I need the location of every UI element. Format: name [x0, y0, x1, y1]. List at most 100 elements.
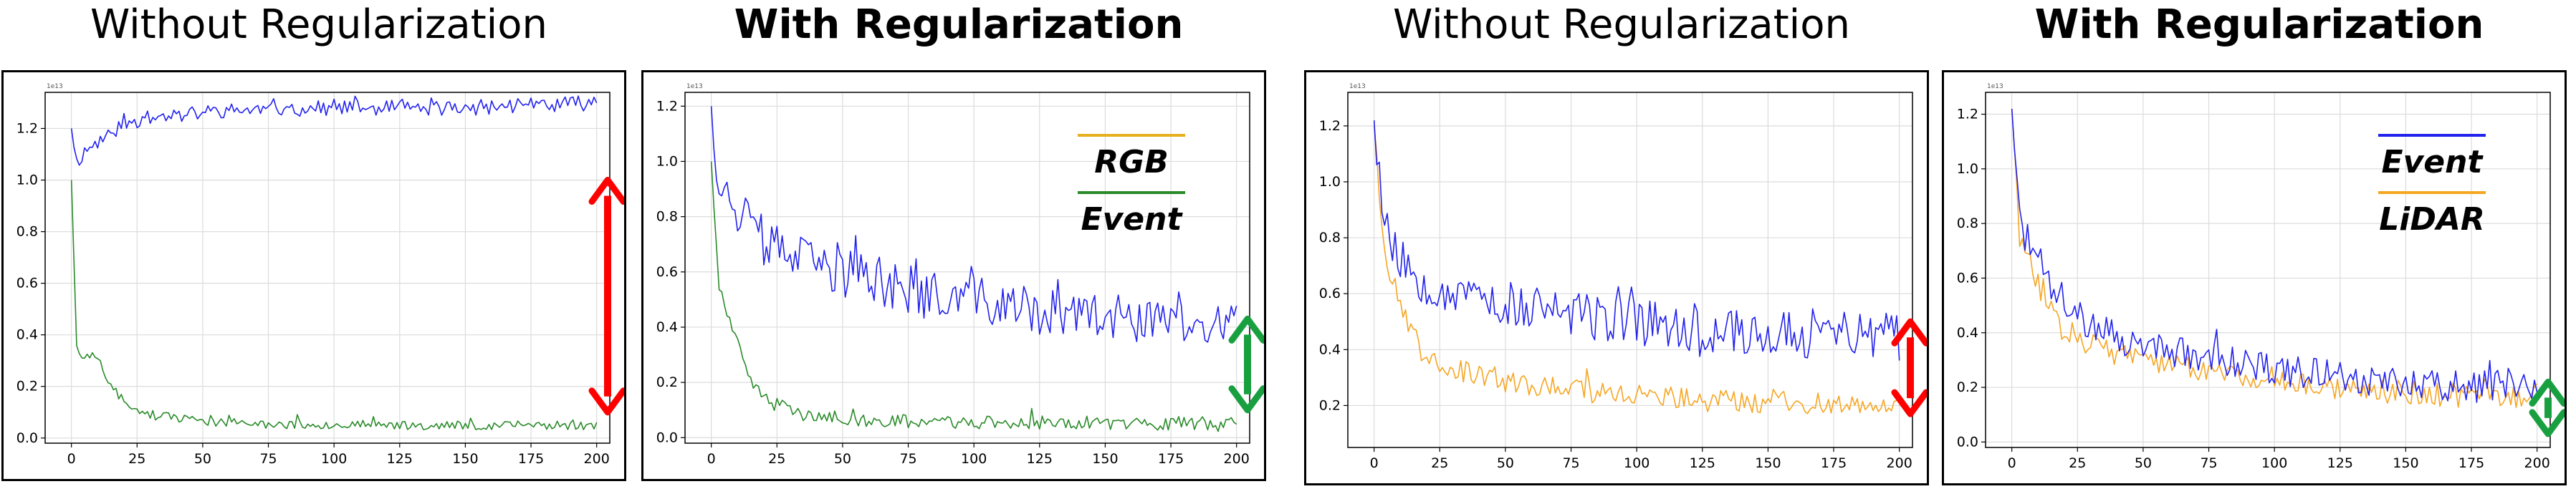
chart-frame: 1e13 0 25 50 75 100 125 150 175 200 0.0 0.2 0.4 0.6 0.…	[1942, 70, 2567, 485]
panel-title: With Regularization	[2034, 1, 2484, 48]
x-tick-label: 100	[321, 451, 347, 467]
x-tick-label: 50	[2135, 455, 2152, 471]
x-tick-label: 125	[2327, 455, 2353, 471]
y-tick-label: 0.8	[1957, 215, 1978, 231]
y-tick-label: 1.2	[1319, 118, 1341, 134]
x-tick-label: 125	[1027, 451, 1053, 467]
panel-title: Without Regularization	[1393, 1, 1850, 48]
series-line	[70, 180, 598, 430]
x-tick-label: 25	[1431, 455, 1448, 471]
y-tick-label: 0.2	[656, 374, 678, 390]
y-tick-label: 0.4	[16, 327, 38, 343]
y-tick-label: 0.2	[16, 379, 38, 394]
arrow-head-up-icon	[588, 177, 624, 205]
x-tick-label: 50	[834, 451, 851, 467]
x-tick-label: 25	[768, 451, 785, 467]
x-tick-label: 100	[2261, 455, 2287, 471]
series-line	[1373, 120, 1900, 361]
x-tick-label: 25	[128, 451, 145, 467]
axis-scale-label: 1e13	[47, 83, 63, 90]
x-tick-label: 50	[194, 451, 211, 467]
x-tick-label: 200	[2524, 455, 2550, 471]
x-tick-label: 200	[1224, 451, 1250, 467]
x-tick-label: 100	[1624, 455, 1649, 471]
y-tick-label: 0.0	[1957, 434, 1978, 450]
panel-title: With Regularization	[734, 1, 1184, 48]
chart-frame: 1e13 0 25 50 75 100 125 150 175 200 0.2 0.4 0.6 0.8 1.…	[1304, 70, 1929, 485]
y-tick-label: 1.0	[1957, 161, 1978, 177]
panel-2: With Regularization 1e13 0 25 50 75 100 125 150…	[640, 0, 1278, 494]
arrow-head-up-icon	[1891, 318, 1927, 347]
line-chart: 1e13 0 25 50 75 100 125 150 175 200 0.0 0.2 0.4 0.6 0.…	[16, 83, 624, 467]
y-tick-label: 0.8	[656, 209, 678, 225]
x-tick-label: 175	[518, 451, 544, 467]
y-tick-label: 0.4	[1319, 342, 1341, 357]
y-tick-label: 0.4	[656, 319, 678, 335]
y-tick-label: 1.0	[1319, 174, 1341, 190]
x-tick-label: 0	[707, 451, 716, 467]
x-tick-label: 75	[899, 451, 916, 467]
x-tick-label: 125	[387, 451, 413, 467]
legend-label: Event	[1081, 201, 1184, 238]
chart-frame: 1e13 0 25 50 75 100 125 150 175 200 0.0 0.2 0.4 0.6 0.…	[1, 70, 626, 481]
y-tick-label: 1.0	[16, 173, 38, 188]
y-tick-label: 0.6	[16, 276, 38, 291]
legend-label: LiDAR	[2379, 201, 2485, 238]
y-tick-label: 1.0	[656, 153, 678, 169]
y-tick-label: 1.2	[16, 120, 38, 136]
y-tick-label: 0.6	[1957, 270, 1978, 286]
x-tick-label: 100	[961, 451, 987, 467]
series-line	[2011, 108, 2538, 408]
line-chart: 1e13 0 25 50 75 100 125 150 175 200 0.0 0.2 0.4 0.6 0.…	[656, 83, 1264, 467]
x-tick-label: 175	[1821, 455, 1847, 471]
arrow-head-down-icon	[2529, 409, 2565, 437]
chart-frame: 1e13 0 25 50 75 100 125 150 175 200 0.0 0.2 0.4 0.6 0.…	[641, 70, 1266, 481]
plot-area	[44, 92, 611, 444]
legend-label: Event	[2382, 144, 2484, 180]
y-tick-label: 0.6	[656, 264, 678, 280]
axis-scale-label: 1e13	[686, 83, 703, 90]
x-tick-label: 200	[584, 451, 610, 467]
x-tick-label: 125	[1690, 455, 1715, 471]
x-tick-label: 175	[2458, 455, 2484, 471]
x-tick-label: 0	[1370, 455, 1379, 471]
panel-title: Without Regularization	[90, 1, 547, 48]
series-line	[710, 106, 1237, 343]
axis-scale-label: 1e13	[1987, 83, 2003, 90]
y-tick-label: 1.2	[1957, 107, 1978, 122]
panel-1: Without Regularization 1e13 0 25 50 75 100 125…	[0, 0, 638, 494]
y-tick-label: 0.0	[656, 430, 678, 445]
series-line	[710, 161, 1237, 432]
x-tick-label: 25	[2069, 455, 2086, 471]
arrow-head-down-icon	[588, 387, 624, 416]
arrow-head-up-icon	[2529, 378, 2565, 407]
y-tick-label: 0.0	[16, 430, 38, 446]
arrow-head-up-icon	[1228, 315, 1264, 344]
line-chart: 1e13 0 25 50 75 100 125 150 175 200 0.0 0.2 0.4 0.6 0.…	[1957, 83, 2565, 471]
line-chart: 1e13 0 25 50 75 100 125 150 175 200 0.2 0.4 0.6 0.8 1.…	[1319, 83, 1927, 471]
y-tick-label: 1.2	[656, 98, 678, 114]
y-tick-label: 0.4	[1957, 325, 1978, 341]
y-tick-label: 0.8	[16, 224, 38, 240]
panel-3: Without Regularization 1e13 0 25 50 75 100 125…	[1303, 0, 1940, 494]
x-tick-label: 175	[1158, 451, 1184, 467]
x-tick-label: 75	[1562, 455, 1579, 471]
x-tick-label: 150	[1092, 451, 1118, 467]
series-line	[2011, 108, 2538, 403]
y-tick-label: 0.8	[1319, 230, 1341, 246]
series-line	[1373, 125, 1900, 415]
x-tick-label: 50	[1497, 455, 1514, 471]
x-tick-label: 75	[2200, 455, 2217, 471]
y-tick-label: 0.2	[1319, 397, 1341, 413]
plot-area	[684, 92, 1250, 444]
y-tick-label: 0.2	[1957, 379, 1978, 395]
arrow-head-down-icon	[1891, 389, 1927, 417]
x-tick-label: 200	[1887, 455, 1912, 471]
x-tick-label: 0	[2008, 455, 2016, 471]
x-tick-label: 150	[2393, 455, 2418, 471]
series-line	[70, 95, 598, 166]
x-tick-label: 150	[452, 451, 478, 467]
y-tick-label: 0.6	[1319, 286, 1341, 301]
plot-area	[1985, 92, 2551, 448]
axis-scale-label: 1e13	[1349, 83, 1366, 90]
